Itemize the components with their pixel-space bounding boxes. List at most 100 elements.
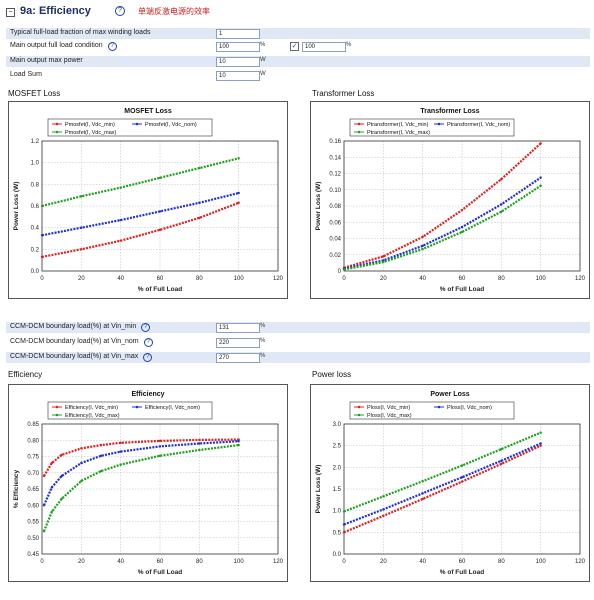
data-point	[50, 486, 54, 489]
y-tick-label: 0.65	[27, 487, 39, 493]
section-label-transformer: Transformer Loss	[312, 89, 375, 98]
legend-marker	[357, 130, 361, 134]
data-point	[237, 191, 240, 195]
fraction-input[interactable]: 1	[216, 29, 260, 39]
data-point	[382, 260, 385, 264]
y-tick-label: 0.45	[27, 552, 39, 558]
chart-legend: Efficiency(I, Vdc_min) Efficiency(I, Vdc_…	[47, 401, 213, 420]
help-icon[interactable]: ?	[141, 323, 151, 332]
y-tick-label: 1.0	[31, 161, 40, 167]
param-row-ccm-min: CCM-DCM boundary load(%) at Vin_min? 131…	[6, 322, 590, 333]
data-point	[60, 453, 63, 457]
x-tick-label: 40	[419, 559, 426, 565]
param-label: Main output full load condition?	[10, 42, 117, 51]
x-tick-label: 120	[273, 276, 284, 282]
full-load-override-input[interactable]: 100	[302, 42, 346, 52]
data-point	[40, 255, 44, 259]
ccm-max-value: 270	[216, 353, 260, 363]
chinese-annotation: 单端反激电源的效率	[138, 7, 210, 16]
x-tick-label: 80	[498, 559, 505, 565]
series-line	[343, 176, 542, 270]
series-line	[42, 444, 239, 532]
data-point	[80, 226, 83, 229]
y-tick-label: 2.5	[333, 444, 342, 450]
x-tick-label: 40	[117, 276, 124, 282]
x-tick-label: 20	[78, 276, 85, 282]
y-tick-label: 0.2	[31, 247, 40, 253]
legend-label: Pmosfet(I, Vdc_min)	[65, 122, 115, 128]
data-point	[158, 210, 162, 213]
chart-svg: Efficiency 0 20 40 60 80 100 120 0.45 0.50 0.55 0.6…	[8, 384, 288, 582]
data-point	[158, 439, 162, 443]
plot-area	[41, 423, 279, 555]
data-point	[421, 235, 424, 239]
y-tick-label: 0.50	[27, 536, 39, 542]
legend-label: Ptransformer(I, Vdc_max)	[367, 130, 430, 136]
legend-marker	[55, 130, 59, 134]
series-line	[41, 191, 239, 237]
data-point	[158, 176, 162, 180]
section-header: − 9a: Efficiency ? 单端反激电源的效率	[0, 0, 594, 24]
y-tick-label: 0.14	[329, 155, 341, 161]
x-tick-label: 120	[575, 559, 586, 565]
y-axis-label: % Efficiency	[13, 469, 20, 508]
legend-frame	[47, 118, 213, 137]
y-tick-label: 1.2	[31, 139, 40, 145]
max-power-input[interactable]: 10	[216, 57, 260, 67]
data-point	[421, 492, 424, 495]
legend-marker	[357, 413, 361, 417]
legend-label: Ptransformer(I, Vdc_min)	[367, 122, 429, 128]
data-point	[119, 218, 122, 222]
param-label: Load Sum	[10, 71, 42, 78]
chart-title: Efficiency	[131, 391, 164, 398]
series-line	[343, 184, 542, 271]
power-loss-chart: Power Loss 0 20 40 60 80 100 120 0.0 0.5 1.0 1.5 2.0…	[310, 384, 590, 582]
legend-label: Ploss(I, Vdc_nom)	[447, 405, 492, 411]
chart-svg: Transformer Loss 0 20 40 60 80 100 120 0 0.02 0.04…	[310, 101, 590, 299]
data-point	[460, 230, 464, 234]
ccm-min-value: 131	[216, 323, 260, 333]
chart-title: Power Loss	[430, 391, 469, 398]
unit-label: W	[260, 71, 266, 77]
x-tick-label: 60	[459, 276, 466, 282]
param-label: Main output max power	[10, 57, 83, 64]
legend-marker	[437, 122, 441, 126]
section-label-power-loss: Power loss	[312, 370, 352, 379]
x-tick-label: 80	[196, 276, 203, 282]
data-point	[460, 225, 464, 229]
mosfet-loss-chart: MOSFET Loss 0 20 40 60 80 100 120 0.0 0.2 0.4 0.6 0.…	[8, 101, 288, 299]
param-row-load-sum: Load Sum 10 W	[6, 70, 590, 81]
load-sum-input[interactable]: 10	[216, 71, 260, 81]
legend-marker	[55, 405, 59, 409]
y-tick-label: 0.4	[31, 226, 40, 232]
y-tick-label: 0.80	[27, 438, 39, 444]
chart-legend: Pmosfet(I, Vdc_min) Pmosfet(I, Vdc_nom) Pm…	[47, 118, 213, 137]
param-label: CCM-DCM boundary load(%) at Vin_min?	[10, 323, 151, 332]
collapse-toggle[interactable]: −	[6, 8, 15, 17]
help-icon[interactable]: ?	[143, 338, 153, 347]
override-checkbox[interactable]: ✓	[290, 42, 299, 51]
legend-label: Pmosfet(I, Vdc_nom)	[145, 122, 197, 128]
y-tick-label: 0.75	[27, 455, 39, 461]
full-load-input[interactable]: 100	[216, 42, 260, 52]
help-icon[interactable]: ?	[107, 42, 117, 51]
legend-label: Efficiency(I, Vdc_max)	[65, 413, 120, 419]
x-tick-label: 80	[196, 559, 203, 565]
y-tick-label: 0.85	[27, 422, 39, 428]
unit-label: %	[260, 338, 266, 344]
help-icon[interactable]: ?	[143, 353, 153, 362]
legend-frame	[47, 401, 213, 420]
x-tick-label: 120	[575, 276, 586, 282]
chart-svg: MOSFET Loss 0 20 40 60 80 100 120 0.0 0.2 0.4 0.6 0.…	[8, 101, 288, 299]
y-tick-label: 0.08	[329, 204, 341, 210]
ccm-nom-value: 220	[216, 338, 260, 348]
y-tick-label: 0.5	[333, 530, 342, 536]
help-icon[interactable]: ?	[115, 6, 125, 16]
data-point	[60, 474, 63, 478]
data-point	[382, 495, 385, 498]
param-label: CCM-DCM boundary load(%) at Vin_max?	[10, 353, 153, 362]
data-point	[198, 216, 201, 220]
data-point	[500, 447, 503, 451]
x-tick-label: 0	[40, 559, 44, 565]
param-row-ccm-nom: CCM-DCM boundary load(%) at Vin_nom? 220…	[6, 337, 590, 348]
